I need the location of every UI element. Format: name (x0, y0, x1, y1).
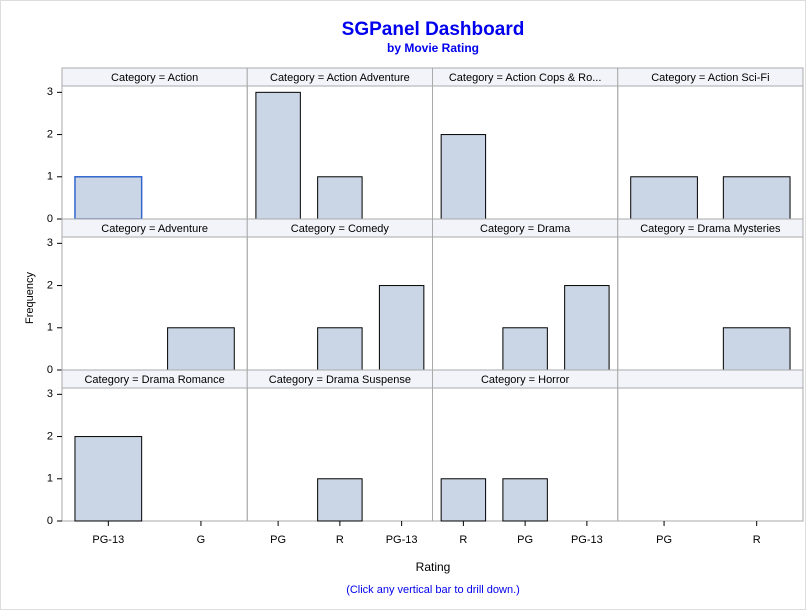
panel-title: Category = Drama Suspense (269, 374, 411, 386)
x-tick-label: PG (656, 534, 672, 546)
panel-title: Category = Drama Romance (84, 374, 224, 386)
panel-title: Category = Comedy (291, 223, 390, 235)
x-tick-label: PG-13 (386, 534, 418, 546)
y-tick-label: 2 (47, 430, 53, 442)
bar[interactable] (630, 176, 698, 220)
bar[interactable] (502, 327, 548, 371)
bar[interactable] (722, 327, 791, 371)
x-tick-label: R (336, 534, 344, 546)
bar[interactable] (502, 478, 548, 522)
bar[interactable] (317, 327, 363, 371)
x-tick-label: PG (270, 534, 286, 546)
y-tick-label: 1 (47, 171, 53, 183)
panel-frame (617, 387, 804, 522)
x-tick-label: R (459, 534, 467, 546)
y-tick-label: 0 (47, 364, 53, 376)
x-axis-label: Rating (416, 560, 451, 574)
y-tick-label: 0 (47, 515, 53, 527)
panel-title: Category = Action Sci-Fi (651, 72, 769, 84)
y-tick-label: 1 (47, 473, 53, 485)
panel-title: Category = Horror (481, 374, 570, 386)
x-tick-label: PG-13 (571, 534, 603, 546)
y-tick-label: 2 (47, 128, 53, 140)
x-tick-label: PG (517, 534, 533, 546)
x-tick-label: G (197, 534, 206, 546)
bar[interactable] (722, 176, 791, 220)
y-tick-label: 2 (47, 279, 53, 291)
y-tick-label: 3 (47, 388, 53, 400)
chart-subtitle: by Movie Rating (387, 41, 479, 55)
footnote: (Click any vertical bar to drill down.) (346, 584, 520, 596)
panel-header (617, 369, 804, 389)
bar[interactable] (74, 176, 143, 220)
panel-title: Category = Action (111, 72, 198, 84)
bar[interactable] (440, 478, 487, 522)
y-tick-label: 0 (47, 213, 53, 225)
bar[interactable] (74, 436, 143, 522)
panel-title: Category = Action Cops & Ro... (449, 72, 602, 84)
panel-title: Category = Drama Mysteries (640, 223, 781, 235)
bar[interactable] (564, 285, 610, 371)
y-axis-label: Frequency (24, 272, 36, 324)
x-tick-label: PG-13 (92, 534, 124, 546)
chart-title: SGPanel Dashboard (342, 19, 525, 40)
y-tick-label: 3 (47, 86, 53, 98)
y-tick-label: 1 (47, 322, 53, 334)
bar[interactable] (167, 327, 235, 371)
y-tick-label: 3 (47, 237, 53, 249)
bar[interactable] (440, 134, 487, 220)
bar[interactable] (317, 176, 363, 220)
panel-title: Category = Action Adventure (270, 72, 410, 84)
bar[interactable] (255, 91, 301, 220)
bar[interactable] (378, 285, 425, 371)
panel-title: Category = Drama (480, 223, 571, 235)
x-tick-label: R (753, 534, 761, 546)
panel-title: Category = Adventure (101, 223, 208, 235)
bar[interactable] (317, 478, 363, 522)
